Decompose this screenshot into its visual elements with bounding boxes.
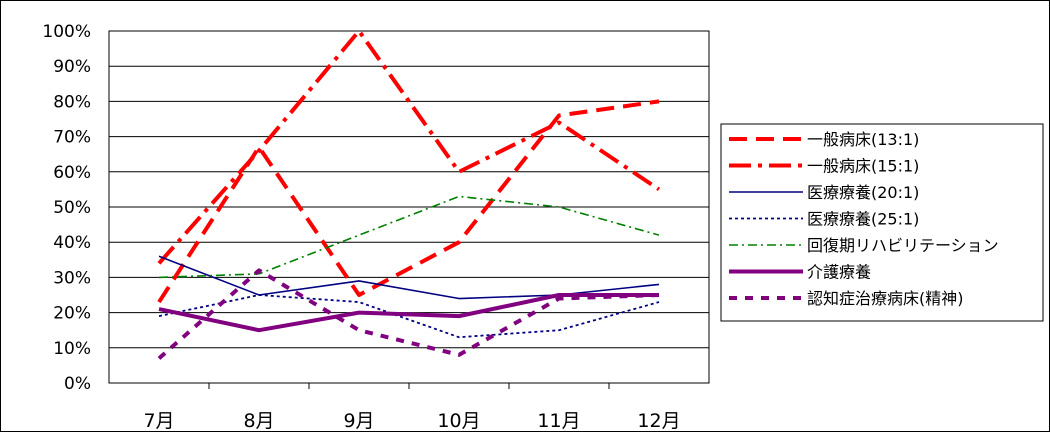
x-tick-label: 11月 xyxy=(537,410,580,431)
y-tick-label: 40% xyxy=(53,233,91,253)
series-line-7 xyxy=(157,268,660,360)
legend-label-7: 認知症治療病床(精神) xyxy=(807,289,964,308)
legend-box xyxy=(720,123,1044,322)
series-line-5 xyxy=(158,195,660,279)
grid-lines xyxy=(109,65,709,349)
y-tick-label: 0% xyxy=(64,374,91,394)
series-lines xyxy=(157,29,661,360)
y-tick-label: 30% xyxy=(53,268,91,288)
legend: 一般病床(13:1) 一般病床(15:1) 医療療養(20:1) 医療療養(25:1)… xyxy=(720,123,1044,322)
x-tick-label: 8月 xyxy=(243,410,274,431)
legend-label-1: 一般病床(13:1) xyxy=(807,130,919,149)
y-tick-label: 50% xyxy=(53,198,91,218)
x-tick-label: 12月 xyxy=(637,410,680,431)
y-tick-label: 100% xyxy=(42,22,91,42)
y-tick-label: 80% xyxy=(53,92,91,112)
series-line-4 xyxy=(158,294,660,339)
series-line-1 xyxy=(157,99,660,304)
y-tick-label: 90% xyxy=(53,57,91,77)
legend-label-4: 医療療養(25:1) xyxy=(807,210,919,229)
legend-label-3: 医療療養(20:1) xyxy=(807,183,919,202)
y-tick-label: 70% xyxy=(53,128,91,148)
x-tick-label: 7月 xyxy=(143,410,174,431)
y-axis-tick-labels: 0% 10% 20% 30% 40% 50% 60% 70% 80% 90% 100% xyxy=(42,22,91,394)
legend-label-6: 介護療養 xyxy=(807,263,871,282)
x-tick-label: 10月 xyxy=(437,410,480,431)
series-line-6 xyxy=(158,293,659,333)
legend-label-5: 回復期リハビリテーション xyxy=(807,236,999,255)
x-tick-label: 9月 xyxy=(343,410,374,431)
y-tick-label: 20% xyxy=(53,304,91,324)
y-tick-label: 10% xyxy=(53,339,91,359)
x-axis-tick-marks xyxy=(208,383,610,389)
series-line-2 xyxy=(157,29,661,265)
legend-label-2: 一般病床(15:1) xyxy=(807,157,919,176)
x-axis-tick-labels: 7月 8月 9月 10月 11月 12月 xyxy=(143,410,680,432)
y-tick-label: 60% xyxy=(53,163,91,183)
